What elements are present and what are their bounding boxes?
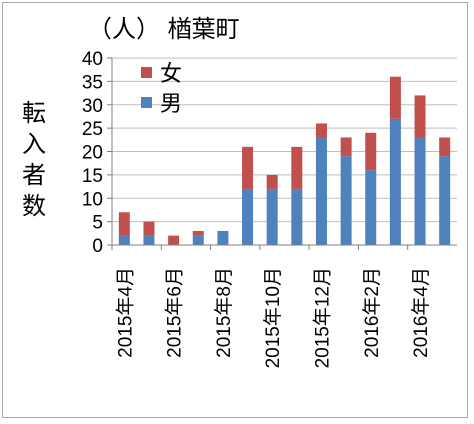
x-tick-label: 2015年12月	[311, 267, 333, 368]
bar-segment	[143, 235, 155, 245]
y-axis-label-char: 数	[22, 192, 46, 220]
x-tick-label: 2015年8月	[213, 267, 235, 358]
bar-segment	[217, 230, 229, 245]
bar-segment	[143, 221, 155, 236]
x-tick-label: 2016年4月	[410, 267, 432, 358]
bar-segment	[192, 235, 204, 245]
bar-segment	[242, 146, 254, 189]
bar-segment	[118, 212, 130, 236]
y-axis-label-char: 者	[22, 161, 46, 189]
bar-segment	[266, 174, 278, 189]
legend-swatch	[141, 67, 152, 78]
y-tick-label: 5	[92, 213, 103, 234]
legend-label: 女	[160, 62, 182, 87]
legend: 女男	[141, 62, 182, 117]
bar-segment	[118, 235, 130, 245]
y-tick-label: 20	[82, 143, 103, 164]
y-axis-label-char: 転	[22, 99, 46, 127]
bar-segment	[291, 146, 303, 189]
x-axis-labels: 2015年4月 2015年6月 2015年8月 2015年10月 2015年12月 201…	[111, 245, 432, 368]
bar-segment	[192, 230, 204, 236]
chart-title: （人） 楢葉町	[88, 15, 240, 43]
y-tick-label: 25	[82, 119, 103, 140]
bar-segment	[414, 95, 426, 138]
y-tick-label: 10	[82, 189, 103, 210]
bar-segment	[439, 137, 451, 157]
y-axis-label-char: 入	[22, 130, 46, 158]
y-tick-label: 15	[82, 166, 103, 187]
bar-segment	[365, 170, 377, 245]
bar-segment	[340, 137, 352, 157]
bar-segment	[315, 123, 327, 138]
y-tick-label: 0	[92, 236, 103, 257]
bar-segment	[365, 132, 377, 171]
bar-segment	[242, 188, 254, 245]
bar-segment	[439, 156, 451, 245]
x-tick-label: 2016年2月	[361, 267, 383, 358]
bars	[118, 76, 451, 245]
legend-swatch	[141, 97, 152, 108]
bar-segment	[291, 188, 303, 245]
bar-segment	[266, 188, 278, 245]
x-tick-label: 2015年4月	[114, 267, 136, 358]
x-tick-label: 2015年10月	[262, 267, 284, 368]
y-tick-label: 35	[82, 72, 103, 93]
bar-segment	[389, 118, 401, 245]
bar-segment	[168, 235, 180, 245]
bar-segment	[340, 156, 352, 245]
bar-segment	[414, 137, 426, 245]
bar-segment	[315, 137, 327, 245]
legend-label: 男	[160, 92, 182, 117]
bar-segment	[389, 76, 401, 119]
axes	[111, 58, 457, 246]
x-tick-label: 2015年6月	[164, 267, 186, 358]
y-tick-label: 40	[82, 49, 103, 70]
y-tick-label: 30	[82, 96, 103, 117]
